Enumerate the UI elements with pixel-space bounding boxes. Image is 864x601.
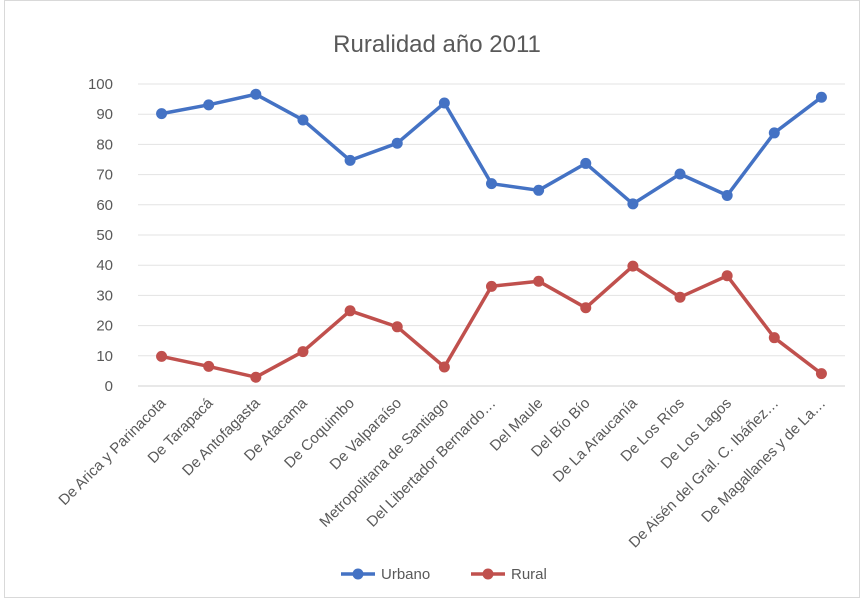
data-point-urbano	[344, 154, 356, 166]
y-tick-label: 90	[96, 106, 113, 123]
data-point-rural	[580, 302, 592, 314]
gridlines	[138, 83, 845, 387]
y-tick-label: 50	[96, 227, 113, 244]
legend-marker-rural	[482, 568, 494, 580]
x-tick-label-de-la-araucania: De La Araucanía	[550, 394, 642, 486]
y-tick-label: 20	[96, 318, 113, 335]
data-point-rural	[815, 368, 827, 380]
data-point-rural	[768, 332, 780, 344]
data-point-rural	[721, 270, 733, 282]
legend-marker-urbano	[352, 568, 364, 580]
data-point-urbano	[533, 184, 545, 196]
data-point-urbano	[297, 114, 309, 126]
data-point-rural	[344, 305, 356, 317]
data-point-urbano	[768, 127, 780, 139]
y-tick-label: 70	[96, 167, 113, 184]
y-tick-label: 40	[96, 257, 113, 274]
series-lines	[156, 88, 827, 383]
data-point-rural	[156, 350, 168, 362]
data-point-urbano	[250, 88, 262, 100]
data-point-urbano	[627, 198, 639, 210]
data-point-urbano	[580, 157, 592, 169]
data-point-urbano	[156, 108, 168, 120]
data-point-rural	[297, 346, 309, 358]
y-tick-label: 100	[88, 76, 113, 93]
data-point-urbano	[486, 178, 497, 190]
y-tick-label: 80	[96, 136, 113, 153]
data-point-rural	[203, 360, 215, 372]
data-point-rural	[533, 275, 545, 287]
data-point-rural	[391, 321, 403, 333]
data-point-rural	[627, 260, 639, 272]
data-point-urbano	[203, 99, 215, 111]
chart-frame: Ruralidad año 2011 0 10 20 30 40 50 60 70 80 90 10…	[4, 0, 860, 598]
y-tick-label: 10	[96, 348, 113, 365]
y-tick-label: 0	[105, 378, 113, 395]
data-point-rural	[438, 361, 450, 373]
data-point-rural	[674, 291, 686, 303]
y-tick-label: 60	[96, 197, 113, 214]
data-point-urbano	[815, 91, 827, 103]
data-point-rural	[250, 371, 262, 383]
legend-label-urbano: Urbano	[381, 566, 430, 583]
legend: Urbano Rural	[341, 566, 547, 583]
chart-title: Ruralidad año 2011	[333, 31, 541, 58]
data-point-rural	[486, 280, 497, 292]
data-point-urbano	[674, 168, 686, 180]
data-point-urbano	[391, 137, 403, 149]
legend-label-rural: Rural	[511, 566, 547, 583]
y-tick-label: 30	[96, 287, 113, 304]
y-axis-ticks: 0 10 20 30 40 50 60 70 80 90 100	[88, 76, 113, 395]
data-point-urbano	[438, 97, 450, 109]
line-chart: Ruralidad año 2011 0 10 20 30 40 50 60 70 80 90 10…	[55, 31, 845, 583]
data-point-urbano	[721, 189, 733, 201]
